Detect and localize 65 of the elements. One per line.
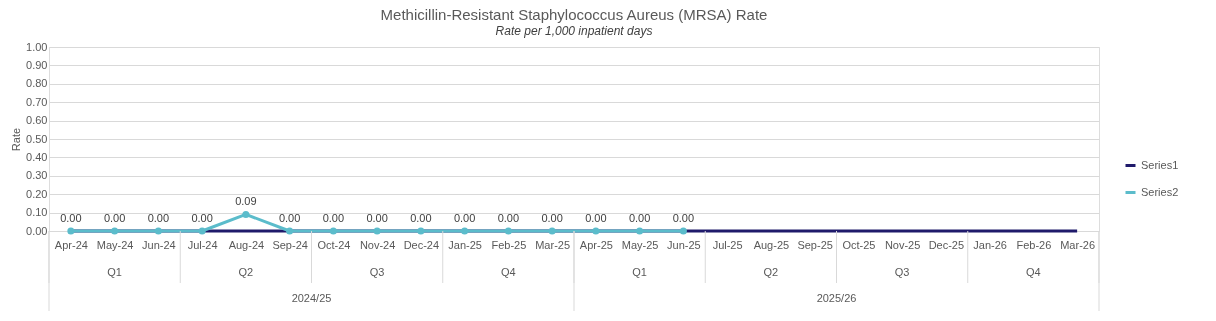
x-tick-label: Aug-24 bbox=[228, 238, 265, 251]
data-label: 0.00 bbox=[366, 212, 388, 224]
data-label: 0.00 bbox=[541, 212, 563, 224]
y-tick-label: 0.20 bbox=[26, 187, 48, 200]
data-label: 0.09 bbox=[235, 195, 257, 208]
y-tick-label: 0.50 bbox=[26, 132, 48, 145]
text: Q3 bbox=[369, 266, 385, 278]
data-label: 0.00 bbox=[278, 212, 301, 224]
x-tick-label: Jul-25 bbox=[712, 238, 743, 251]
x-tick-label: May-24 bbox=[96, 238, 134, 251]
chart-subtitle: Rate per 1,000 inpatient days bbox=[495, 24, 653, 38]
data-label: 0.00 bbox=[410, 212, 432, 224]
x-tick-label: Jul-24 bbox=[187, 238, 218, 251]
y-tick-label: 0.70 bbox=[26, 95, 48, 108]
data-label: 0.00 bbox=[628, 212, 651, 224]
data-label: 0.00 bbox=[103, 212, 126, 224]
x-tick-label: Dec-25 bbox=[928, 238, 965, 251]
y-axis-title: Rate bbox=[10, 127, 23, 152]
x-tick-label: Jun-24 bbox=[142, 238, 176, 251]
text: Q2 bbox=[763, 266, 779, 278]
x-tick-label: Sep-24 bbox=[272, 238, 308, 251]
y-tick-label: 0.90 bbox=[26, 58, 48, 71]
x-tick-label: May-25 bbox=[621, 238, 659, 251]
x-tick-label: Oct-24 bbox=[317, 238, 351, 251]
data-label: 0.00 bbox=[585, 212, 607, 224]
x-tick-label: Nov-25 bbox=[884, 238, 921, 251]
data-label: 0.00 bbox=[147, 212, 170, 224]
text: Q3 bbox=[894, 266, 910, 278]
text: Q1 bbox=[632, 266, 647, 278]
y-tick-label: 0.40 bbox=[26, 150, 48, 163]
text: Q1 bbox=[107, 266, 122, 278]
data-label: 0.00 bbox=[60, 212, 82, 224]
y-tick-label: 0.00 bbox=[26, 224, 48, 237]
x-tick-label: Feb-25 bbox=[491, 238, 527, 251]
x-tick-label: Feb-26 bbox=[1016, 238, 1052, 251]
x-tick-label: Jan-25 bbox=[448, 238, 482, 251]
y-tick-label: 0.10 bbox=[26, 206, 48, 219]
x-tick-label: Sep-25 bbox=[797, 238, 833, 251]
x-tick-label: Apr-24 bbox=[54, 238, 88, 251]
x-tick-label: Jun-25 bbox=[667, 238, 701, 251]
y-tick-label: 0.60 bbox=[26, 114, 48, 127]
x-tick-label: Oct-25 bbox=[842, 238, 876, 251]
data-label: 0.00 bbox=[191, 212, 213, 224]
data-label: 0.00 bbox=[453, 212, 476, 224]
text: Q4 bbox=[501, 266, 516, 278]
text: 2025/26 bbox=[816, 292, 857, 304]
text: 2024/25 bbox=[291, 292, 332, 304]
data-label: 0.00 bbox=[322, 212, 345, 224]
chart-title: Methicillin-Resistant Staphylococcus Aureus (MRSA) Rate bbox=[380, 6, 768, 23]
x-tick-label: Mar-25 bbox=[535, 238, 571, 251]
x-tick-label: Apr-25 bbox=[579, 238, 613, 251]
legend-label: Series2 bbox=[1141, 185, 1179, 198]
x-tick-label: Jan-26 bbox=[973, 238, 1007, 251]
y-tick-label: 0.80 bbox=[26, 77, 48, 90]
data-label: 0.00 bbox=[672, 212, 695, 224]
legend-label: Series1 bbox=[1141, 158, 1179, 171]
data-label: 0.00 bbox=[497, 212, 520, 224]
y-tick-label: 1.00 bbox=[26, 40, 48, 53]
text: Q2 bbox=[238, 266, 254, 278]
text: Q4 bbox=[1026, 266, 1041, 278]
y-tick-label: 0.30 bbox=[26, 169, 48, 182]
x-tick-label: Nov-24 bbox=[359, 238, 396, 251]
x-tick-label: Mar-26 bbox=[1060, 238, 1096, 251]
x-tick-label: Aug-25 bbox=[753, 238, 790, 251]
x-tick-label: Dec-24 bbox=[403, 238, 440, 251]
